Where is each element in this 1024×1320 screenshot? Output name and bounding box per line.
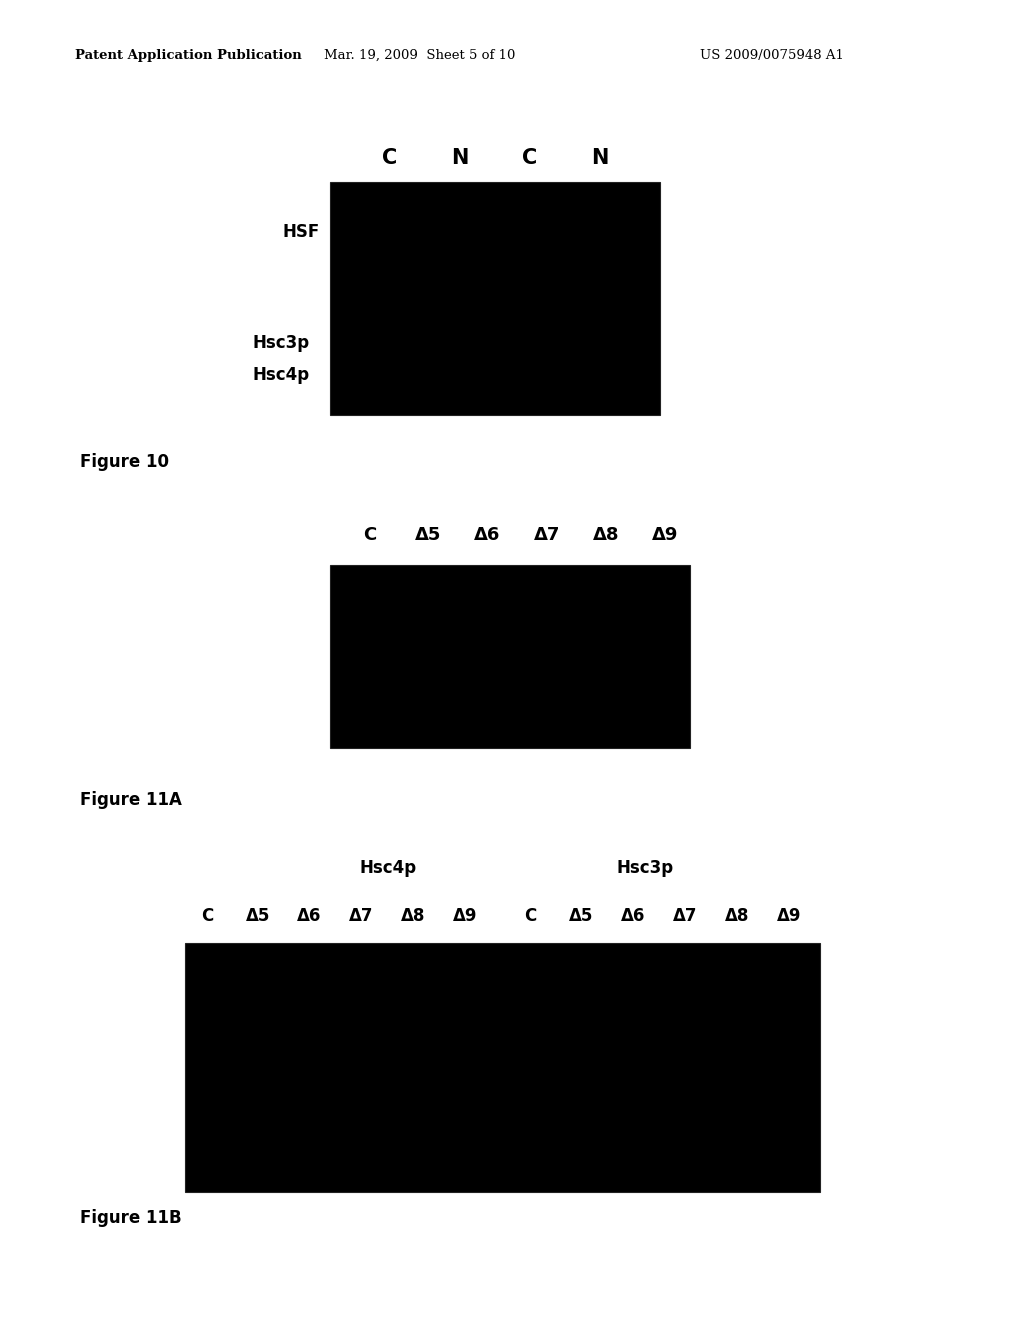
Text: Mar. 19, 2009  Sheet 5 of 10: Mar. 19, 2009 Sheet 5 of 10 [325, 49, 516, 62]
Text: Δ5: Δ5 [246, 907, 270, 925]
Text: Patent Application Publication: Patent Application Publication [75, 49, 302, 62]
Bar [185, 942, 820, 1192]
Text: Δ5: Δ5 [568, 907, 593, 925]
Text: Hsc3p: Hsc3p [253, 334, 310, 352]
Text: Δ6: Δ6 [297, 907, 322, 925]
Text: Δ9: Δ9 [652, 525, 678, 544]
Text: Δ6: Δ6 [474, 525, 500, 544]
Bar [330, 565, 690, 748]
Text: Figure 10: Figure 10 [80, 453, 169, 471]
Bar [330, 182, 660, 414]
Text: Hsc3p: Hsc3p [616, 859, 674, 876]
Text: Δ7: Δ7 [673, 907, 697, 925]
Text: Δ7: Δ7 [534, 525, 560, 544]
Text: C: C [364, 525, 377, 544]
Text: Δ9: Δ9 [777, 907, 801, 925]
Text: C: C [382, 148, 397, 168]
Text: C: C [201, 907, 213, 925]
Text: US 2009/0075948 A1: US 2009/0075948 A1 [700, 49, 844, 62]
Text: Δ8: Δ8 [725, 907, 750, 925]
Text: C: C [524, 907, 537, 925]
Text: Δ5: Δ5 [415, 525, 441, 544]
Text: Δ6: Δ6 [621, 907, 645, 925]
Text: Δ7: Δ7 [349, 907, 374, 925]
Text: Figure 11A: Figure 11A [80, 791, 182, 809]
Text: C: C [522, 148, 538, 168]
Text: Δ8: Δ8 [400, 907, 425, 925]
Text: Δ9: Δ9 [453, 907, 477, 925]
Text: N: N [452, 148, 469, 168]
Text: Hsc4p: Hsc4p [253, 366, 310, 384]
Text: Hsc4p: Hsc4p [359, 859, 417, 876]
Text: Figure 11B: Figure 11B [80, 1209, 181, 1228]
Text: HSF: HSF [283, 223, 319, 242]
Text: N: N [591, 148, 608, 168]
Text: Δ8: Δ8 [593, 525, 620, 544]
